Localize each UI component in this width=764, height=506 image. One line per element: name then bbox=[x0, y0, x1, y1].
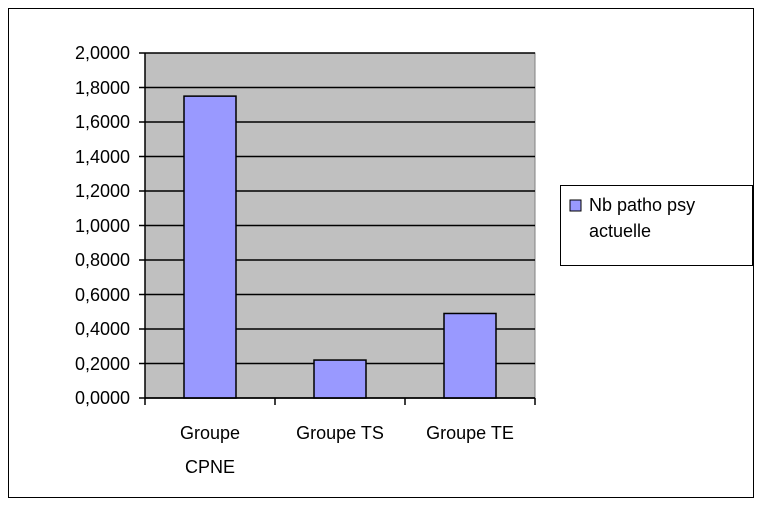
y-tick-label: 1,8000 bbox=[74, 77, 130, 98]
x-tick-label: Groupe TS bbox=[296, 423, 384, 443]
y-tick-label: 1,0000 bbox=[74, 215, 130, 236]
x-tick-label: Groupe TE bbox=[426, 423, 514, 443]
bar bbox=[443, 312, 497, 399]
y-tick-label: 0,2000 bbox=[74, 353, 130, 374]
bar bbox=[313, 359, 367, 399]
y-tick-label: 0,4000 bbox=[74, 319, 130, 339]
y-tick-label: 0,6000 bbox=[74, 284, 130, 305]
y-tick-label: 2,0000 bbox=[74, 43, 130, 63]
y-tick-label: 1,6000 bbox=[74, 112, 130, 132]
x-tick-label: Groupe CPNE bbox=[179, 423, 241, 477]
y-tick-label: 1,2000 bbox=[74, 181, 130, 201]
legend-label: Nb patho psy actuelle bbox=[589, 195, 696, 241]
bar bbox=[183, 95, 237, 399]
y-tick-label: 0,0000 bbox=[74, 388, 130, 408]
y-tick-label: 0,8000 bbox=[74, 250, 130, 270]
legend-swatch bbox=[569, 199, 582, 212]
legend-box bbox=[560, 185, 753, 266]
y-tick-label: 1,4000 bbox=[74, 146, 130, 167]
